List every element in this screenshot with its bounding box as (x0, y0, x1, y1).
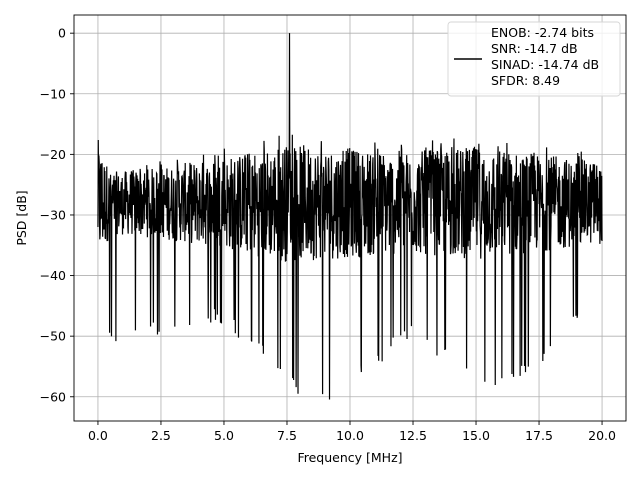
legend-box (447, 21, 621, 97)
y-axis-label: PSD [dB] (14, 190, 29, 245)
y-tick-label: −10 (40, 86, 66, 101)
legend-snr: SNR: -14.7 dB (491, 41, 578, 56)
x-axis-label: Frequency [MHz] (297, 450, 402, 465)
x-tick-label: 15.0 (462, 428, 490, 443)
y-tick-label: −40 (40, 268, 66, 283)
legend: ENOB: -2.74 bits SNR: -14.7 dB SINAD: -1… (447, 21, 621, 97)
y-axis-ticks: 0 −10 −20 −30 −40 −50 −60 (40, 26, 74, 404)
psd-line (97, 33, 603, 400)
y-tick-label: −20 (40, 147, 66, 162)
x-tick-label: 7.5 (277, 428, 297, 443)
y-tick-label: −30 (40, 207, 66, 222)
x-tick-label: 0.0 (88, 428, 108, 443)
x-tick-label: 12.5 (399, 428, 427, 443)
grid (74, 15, 626, 421)
psd-trace (97, 33, 603, 400)
legend-enob: ENOB: -2.74 bits (491, 25, 594, 40)
legend-sinad: SINAD: -14.74 dB (491, 57, 599, 72)
y-tick-label: −60 (40, 389, 66, 404)
x-axis-ticks: 0.0 2.5 5.0 7.5 10.0 12.5 15.0 17.5 20.0 (88, 421, 616, 443)
y-tick-label: −50 (40, 329, 66, 344)
x-tick-label: 20.0 (588, 428, 616, 443)
y-tick-label: 0 (58, 26, 66, 41)
x-tick-label: 10.0 (336, 428, 364, 443)
legend-sfdr: SFDR: 8.49 (491, 73, 560, 88)
x-tick-label: 17.5 (525, 428, 553, 443)
x-tick-label: 5.0 (214, 428, 234, 443)
x-tick-label: 2.5 (151, 428, 171, 443)
